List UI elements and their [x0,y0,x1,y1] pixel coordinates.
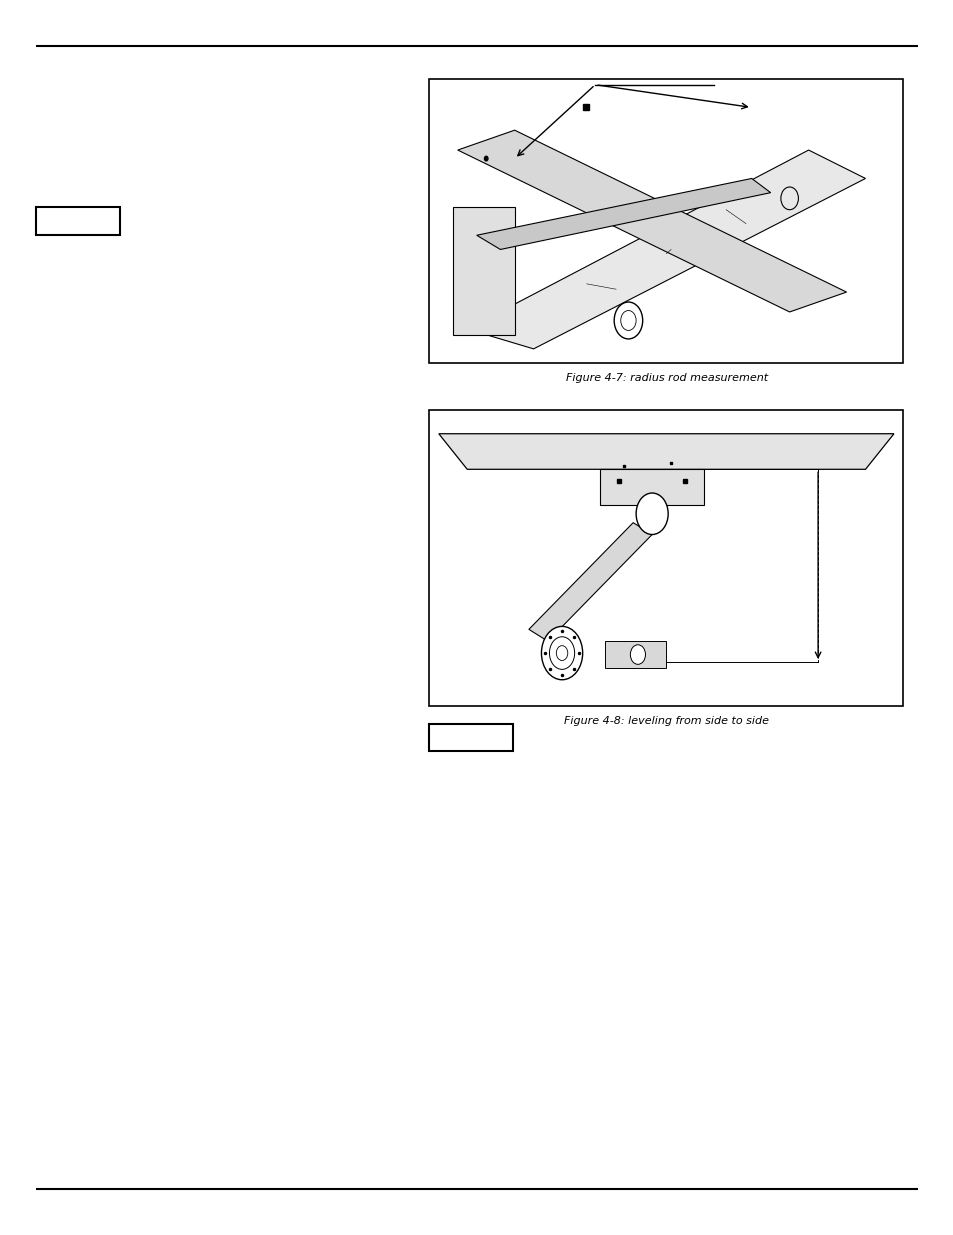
Text: Figure 4-7: radius rod measurement: Figure 4-7: radius rod measurement [565,373,767,383]
Polygon shape [457,130,845,312]
Bar [429,79,902,363]
Circle shape [541,626,582,679]
Text: Figure 4-8: leveling from side to side: Figure 4-8: leveling from side to side [564,716,768,726]
Polygon shape [604,641,665,668]
Polygon shape [453,206,514,335]
Polygon shape [476,179,770,249]
Circle shape [549,637,574,669]
Polygon shape [599,469,703,505]
Circle shape [630,645,645,664]
Bar [36,207,120,235]
Polygon shape [528,522,652,641]
Polygon shape [438,433,893,469]
Bar [429,410,902,706]
Bar [429,724,513,751]
Circle shape [636,493,667,535]
Polygon shape [467,151,864,350]
Circle shape [556,646,567,661]
Circle shape [485,157,487,159]
